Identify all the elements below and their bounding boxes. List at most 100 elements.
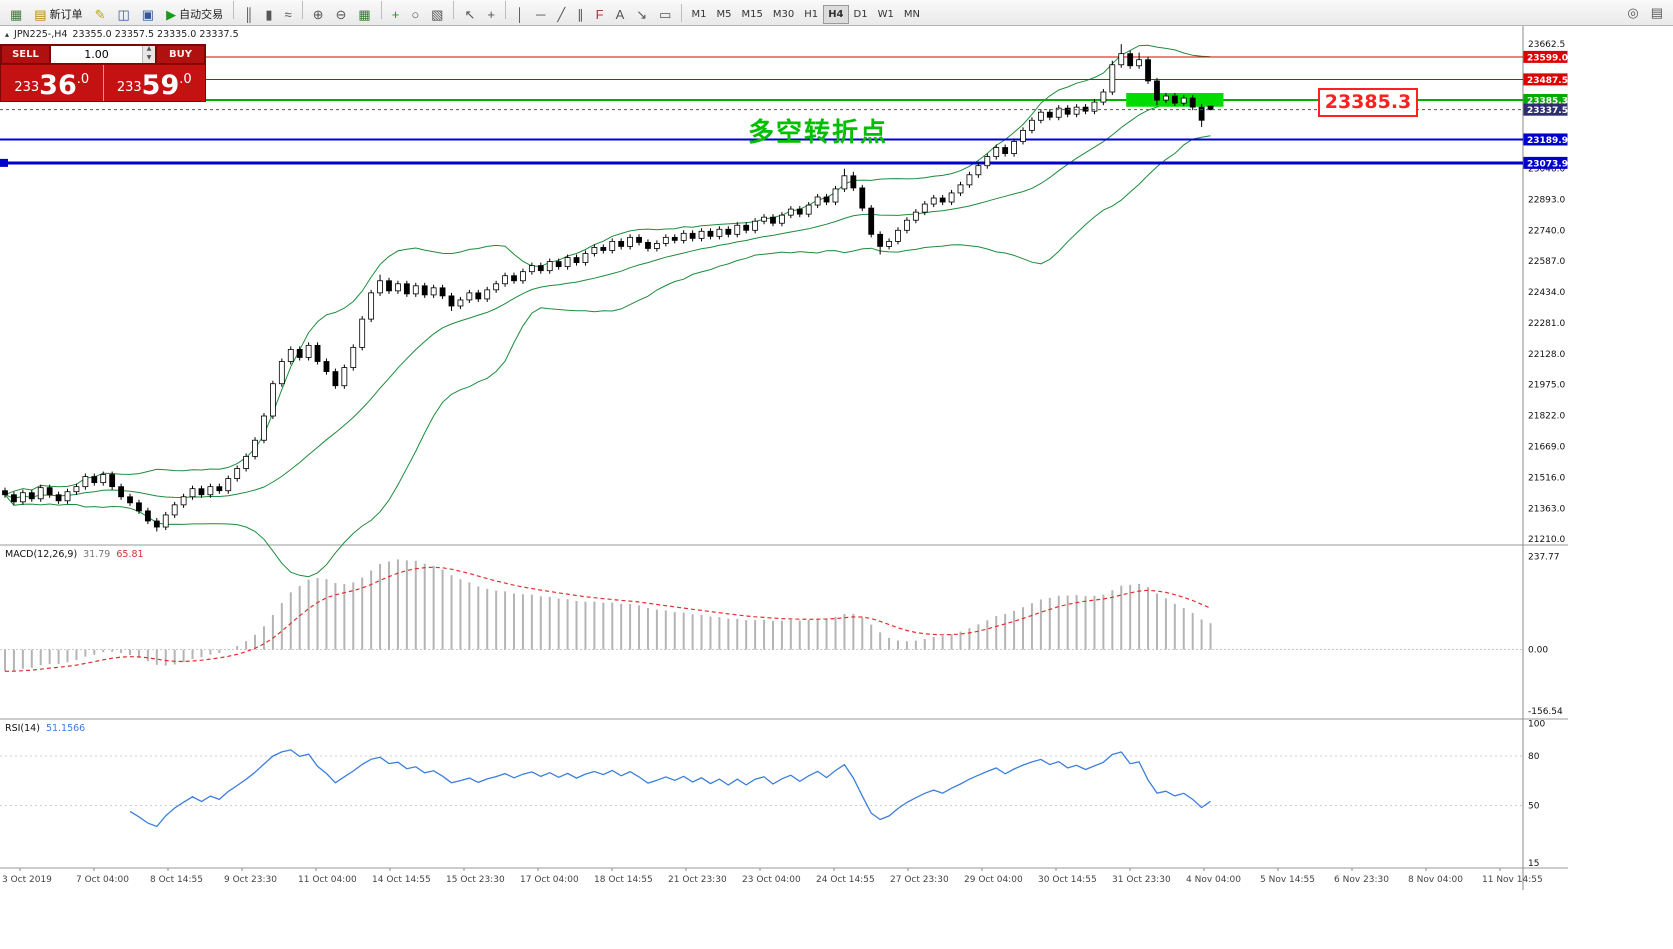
vertical-line-button[interactable]: │	[511, 4, 529, 25]
timeframe-m30-button[interactable]: M30	[768, 5, 799, 24]
macd-signal-value: 65.81	[116, 549, 144, 560]
chart-window[interactable]: 23662.5 23046.0 22893.0 22740.0 22587.0 22434…	[0, 26, 1673, 949]
toolbar-separator	[380, 0, 382, 19]
templates-icon: ▧	[431, 6, 444, 22]
horizontal-line-icon: ─	[536, 6, 546, 22]
timeframe-m15-button[interactable]: M15	[736, 5, 767, 24]
timeframe-d1-button[interactable]: D1	[849, 5, 873, 24]
bollinger-upper	[4, 44, 1211, 496]
timeframe-m5-button[interactable]: M5	[711, 5, 736, 24]
price-callout-label[interactable]: 23385.3	[1318, 88, 1418, 117]
sell-button[interactable]: SELL	[1, 45, 50, 64]
timeframe-h1-button[interactable]: H1	[799, 5, 823, 24]
price-axis-label: 21210.0	[1528, 535, 1565, 545]
zoom-out-icon: ⊖	[335, 6, 347, 22]
shapes-icon: ▭	[659, 6, 672, 22]
bollinger-lower	[4, 135, 1211, 578]
metaeditor-icon: ✎	[94, 6, 106, 22]
price-axis-label: 23662.5	[1528, 40, 1565, 50]
date-axis-label: 3 Oct 2019	[2, 875, 52, 885]
toolbar-right: ◎ ▤	[1621, 2, 1669, 23]
bar-chart-icon: ║	[244, 6, 254, 22]
symbol-icon: ▴	[5, 30, 10, 39]
indicators-button[interactable]: +	[387, 4, 405, 25]
zoom-in-button[interactable]: ⊕	[308, 4, 329, 25]
shapes-button[interactable]: ▭	[654, 4, 676, 25]
toolbar-separator	[301, 0, 303, 19]
date-axis-label: 29 Oct 04:00	[964, 875, 1023, 885]
new-chart-button[interactable]: ▦	[5, 4, 27, 25]
price-axis[interactable]: 23662.5 23046.0 22893.0 22740.0 22587.0 22434…	[1523, 40, 1569, 545]
autotrading-label: 自动交易	[179, 9, 224, 21]
search-button[interactable]: ◎	[1622, 2, 1643, 23]
search-icon: ◎	[1627, 5, 1639, 20]
date-axis-label: 11 Nov 14:55	[1482, 875, 1543, 885]
rsi-label: RSI(14) 51.1566	[5, 723, 85, 734]
autotrading-button[interactable]: ▶ 自动交易	[161, 4, 228, 25]
channel-icon: ∥	[577, 6, 584, 22]
rsi-value: 51.1566	[45, 723, 86, 734]
timeframe-group: M1 M5 M15 M30 H1 H4 D1 W1 MN	[686, 2, 924, 24]
chart-canvas[interactable]: 23662.5 23046.0 22893.0 22740.0 22587.0 22434…	[0, 26, 1673, 949]
horizontal-line-button[interactable]: ─	[531, 4, 550, 25]
volume-up-icon[interactable]: ▲	[146, 45, 152, 52]
symbol-name: JPN225-,H4	[14, 29, 68, 40]
volume-stepper[interactable]: ▲ ▼	[142, 46, 155, 63]
date-axis-label: 30 Oct 14:55	[1038, 875, 1097, 885]
templates-button[interactable]: ▧	[426, 4, 448, 25]
rsi-line	[129, 749, 1211, 828]
price-badge-text: 23073.9	[1527, 159, 1568, 169]
volume-input[interactable]	[51, 46, 142, 63]
price-badge-text: 23599.0	[1527, 53, 1568, 63]
timeframe-mn-button[interactable]: MN	[899, 5, 925, 24]
rsi-axis-label: 50	[1528, 802, 1540, 812]
timeframe-m1-button[interactable]: M1	[686, 5, 711, 24]
arrow-tool-button[interactable]: ↘	[631, 4, 652, 25]
candle-chart-button[interactable]: ▮	[260, 4, 277, 25]
vertical-line-icon: │	[515, 6, 525, 22]
strategy-tester-button[interactable]: ▦	[353, 4, 375, 25]
trendline-button[interactable]: ╱	[552, 4, 570, 25]
price-axis-label: 21975.0	[1528, 381, 1565, 391]
buy-button[interactable]: BUY	[156, 45, 205, 64]
date-axis-label: 11 Oct 04:00	[298, 875, 357, 885]
buy-price[interactable]: 233 59 .0	[104, 65, 206, 101]
macd-axis-label: 0.00	[1528, 646, 1548, 656]
periods-button[interactable]: ○	[406, 4, 424, 25]
fibonacci-icon: F	[595, 6, 604, 22]
timeframe-h4-button[interactable]: H4	[823, 4, 849, 24]
macd-axis-label: 237.77	[1528, 553, 1560, 563]
new-order-button[interactable]: ▤ 新订单	[29, 4, 87, 25]
fibonacci-button[interactable]: F	[591, 4, 609, 25]
autotrading-icon: ▶	[166, 6, 177, 22]
price-axis-label: 21516.0	[1528, 473, 1565, 483]
date-axis-label: 8 Nov 04:00	[1408, 875, 1463, 885]
window-layout-button[interactable]: ▤	[1646, 2, 1668, 23]
chart-symbol-line: ▴ JPN225-,H4 23355.0 23357.5 23335.0 233…	[5, 29, 239, 40]
bar-chart-button[interactable]: ║	[239, 4, 258, 25]
timeframe-w1-button[interactable]: W1	[873, 5, 899, 24]
zoom-out-button[interactable]: ⊖	[331, 4, 352, 25]
crosshair-button[interactable]: +	[482, 4, 500, 25]
hline-left-marker[interactable]	[0, 158, 8, 167]
buy-price-suffix: .0	[179, 72, 192, 87]
volume-down-icon[interactable]: ▼	[146, 53, 152, 61]
turning-point-annotation[interactable]: 多空转折点	[748, 118, 889, 148]
macd-panel: 237.77 0.00 -156.54	[0, 553, 1563, 717]
price-axis-label: 21822.0	[1528, 412, 1565, 422]
metaeditor-button[interactable]: ✎	[90, 4, 111, 25]
market-watch-icon: ◫	[117, 6, 130, 22]
date-axis-label: 17 Oct 04:00	[520, 875, 579, 885]
sell-price[interactable]: 233 36 .0	[1, 65, 104, 101]
cursor-button[interactable]: ↖	[459, 4, 480, 25]
text-button[interactable]: A	[611, 4, 630, 25]
line-chart-button[interactable]: ≈	[279, 4, 296, 25]
date-axis-label: 27 Oct 23:30	[890, 875, 949, 885]
navigator-button[interactable]: ▣	[137, 4, 159, 25]
channel-button[interactable]: ∥	[572, 4, 589, 25]
bollinger-middle	[4, 95, 1211, 499]
market-watch-button[interactable]: ◫	[113, 4, 135, 25]
date-axis-label: 4 Nov 04:00	[1186, 875, 1241, 885]
main-toolbar: ▦ ▤ 新订单 ✎ ◫ ▣ ▶ 自动交易 ║ ▮ ≈ ⊕ ⊖ ▦ + ○ ▧ ↖ + │ ─ ╱ ∥ F A ↘ ▭ M1 M5 M15…	[0, 0, 1673, 26]
date-axis[interactable]: 3 Oct 2019 7 Oct 04:00 8 Oct 14:55 9 Oct 23…	[2, 868, 1543, 885]
